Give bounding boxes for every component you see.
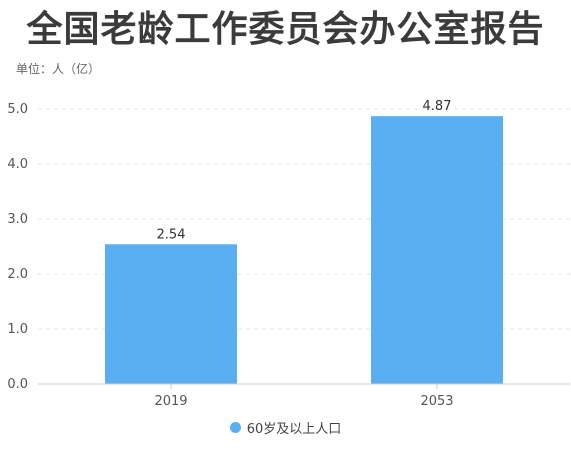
data-label: 2.54	[157, 227, 186, 242]
y-tick-label: 1.0	[7, 322, 28, 337]
data-label: 4.87	[423, 99, 452, 114]
bar	[105, 244, 237, 384]
legend[interactable]: 60岁及以上人口	[0, 418, 571, 437]
x-tick-label: 2053	[420, 394, 453, 409]
legend-marker	[229, 422, 241, 433]
legend-label: 60岁及以上人口	[246, 422, 342, 437]
bar	[371, 116, 503, 385]
y-tick-label: 4.0	[7, 157, 28, 172]
unit-label: 单位：人（亿）	[16, 62, 101, 76]
y-tick-label: 5.0	[7, 102, 28, 117]
y-tick-label: 3.0	[7, 212, 28, 227]
y-tick-label: 2.0	[7, 267, 28, 282]
x-tick-label: 2019	[154, 394, 187, 409]
chart-title: 全国老龄工作委员会办公室报告	[26, 9, 545, 50]
y-tick-label: 0.0	[7, 377, 28, 392]
